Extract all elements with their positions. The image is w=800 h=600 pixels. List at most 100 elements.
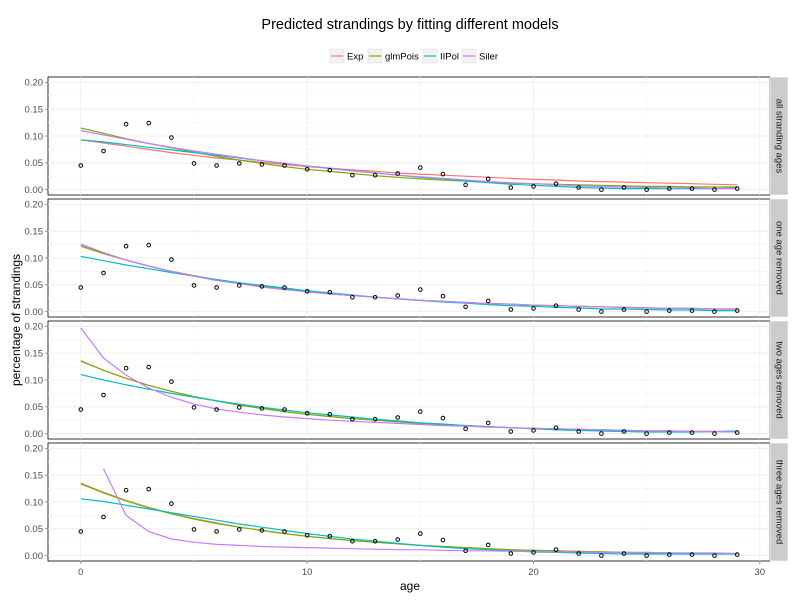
x-tick-label: 30	[755, 567, 766, 578]
y-tick-label: 0.00	[25, 307, 44, 318]
panel-4: 0.00 0.05 0.10 0.15 0.20 three ages removed	[25, 442, 789, 562]
y-tick-label: 0.05	[25, 524, 44, 535]
observed-point	[418, 287, 423, 292]
observed-point	[282, 529, 287, 534]
legend-item-exp: Exp	[329, 48, 363, 64]
x-tick-label: 10	[302, 567, 313, 578]
y-tick-label: 0.00	[25, 551, 44, 562]
series-line-siler	[80, 243, 738, 310]
facet-label: three ages removed	[774, 460, 785, 545]
observed-point	[440, 171, 446, 177]
observed-point	[418, 165, 423, 170]
observed-point	[599, 553, 604, 558]
observed-point	[123, 365, 129, 371]
observed-point	[282, 163, 287, 168]
observed-point	[395, 537, 401, 542]
x-tick-label: 0	[78, 567, 83, 578]
observed-point	[667, 552, 672, 557]
observed-point	[78, 407, 84, 412]
observed-point	[169, 501, 174, 506]
observed-point	[508, 429, 514, 434]
observed-point	[418, 409, 423, 414]
facet-label: one age removed	[774, 221, 785, 295]
series-line-iipol	[80, 374, 738, 433]
observed-point	[327, 290, 333, 295]
observed-point	[350, 172, 355, 178]
observed-point	[146, 486, 151, 492]
observed-point	[667, 308, 672, 313]
observed-point	[372, 172, 378, 178]
observed-point	[101, 514, 106, 520]
observed-point	[667, 186, 672, 191]
observed-point	[485, 298, 491, 304]
legend-item-iipol: IIPol	[422, 48, 459, 64]
observed-point	[621, 551, 627, 556]
observed-point	[418, 531, 423, 536]
observed-point	[327, 412, 333, 417]
observed-point	[259, 284, 265, 289]
series-line-siler	[80, 130, 738, 190]
observed-point	[237, 283, 242, 288]
observed-point	[259, 162, 265, 167]
panel-2: 0.00 0.05 0.10 0.15 0.20 one age removed	[25, 198, 789, 318]
observed-point	[123, 243, 129, 249]
y-tick-label: 0.00	[25, 429, 44, 440]
observed-point	[78, 163, 84, 168]
observed-point	[304, 289, 310, 294]
series-line-iipol	[80, 498, 738, 555]
observed-point	[146, 120, 151, 126]
observed-point	[644, 309, 649, 314]
observed-point	[531, 184, 536, 189]
observed-point	[712, 187, 717, 192]
legend: Exp glmPois IIPol Siler	[329, 48, 498, 64]
y-tick-label: 0.10	[25, 253, 44, 264]
y-tick-label: 0.00	[25, 185, 44, 196]
observed-point	[169, 135, 174, 140]
observed-point	[327, 168, 333, 173]
observed-point	[576, 307, 582, 312]
series-line-glmpois	[80, 127, 738, 188]
observed-point	[576, 429, 582, 434]
chart-title: Predicted strandings by fitting differen…	[261, 17, 558, 33]
observed-point	[531, 428, 536, 433]
facet-strip	[769, 442, 789, 562]
x-axis: 0 10 20 30	[78, 561, 765, 578]
observed-point	[576, 185, 582, 190]
series-line-siler	[80, 327, 738, 433]
observed-point	[395, 171, 401, 176]
observed-point	[553, 547, 559, 553]
observed-point	[599, 309, 604, 314]
observed-point	[576, 551, 582, 556]
observed-point	[191, 527, 197, 532]
legend-item-glmpois: glmPois	[367, 48, 419, 64]
observed-point	[508, 307, 514, 312]
legend-label-glmpois: glmPois	[385, 52, 419, 63]
series-line-exp	[80, 139, 738, 186]
y-tick-label: 0.20	[25, 444, 44, 455]
observed-point	[350, 294, 355, 300]
observed-point	[734, 430, 740, 435]
observed-point	[553, 181, 559, 186]
observed-point	[350, 416, 355, 422]
observed-point	[734, 186, 740, 191]
observed-point	[553, 425, 559, 431]
observed-point	[214, 407, 219, 412]
panel-3: 0.00 0.05 0.10 0.15 0.20 two ages removed	[25, 320, 789, 440]
facet-strip	[769, 76, 789, 196]
observed-point	[508, 551, 514, 556]
observed-point	[101, 270, 106, 276]
observed-point	[259, 406, 265, 411]
observed-point	[531, 306, 536, 311]
observed-point	[191, 405, 197, 410]
observed-point	[485, 176, 491, 182]
observed-point	[169, 379, 174, 384]
y-tick-label: 0.15	[25, 470, 44, 481]
y-tick-label: 0.15	[25, 226, 44, 237]
observed-point	[395, 415, 401, 420]
observed-point	[304, 533, 310, 538]
observed-point	[485, 542, 491, 548]
observed-point	[531, 550, 536, 555]
observed-point	[644, 187, 649, 192]
